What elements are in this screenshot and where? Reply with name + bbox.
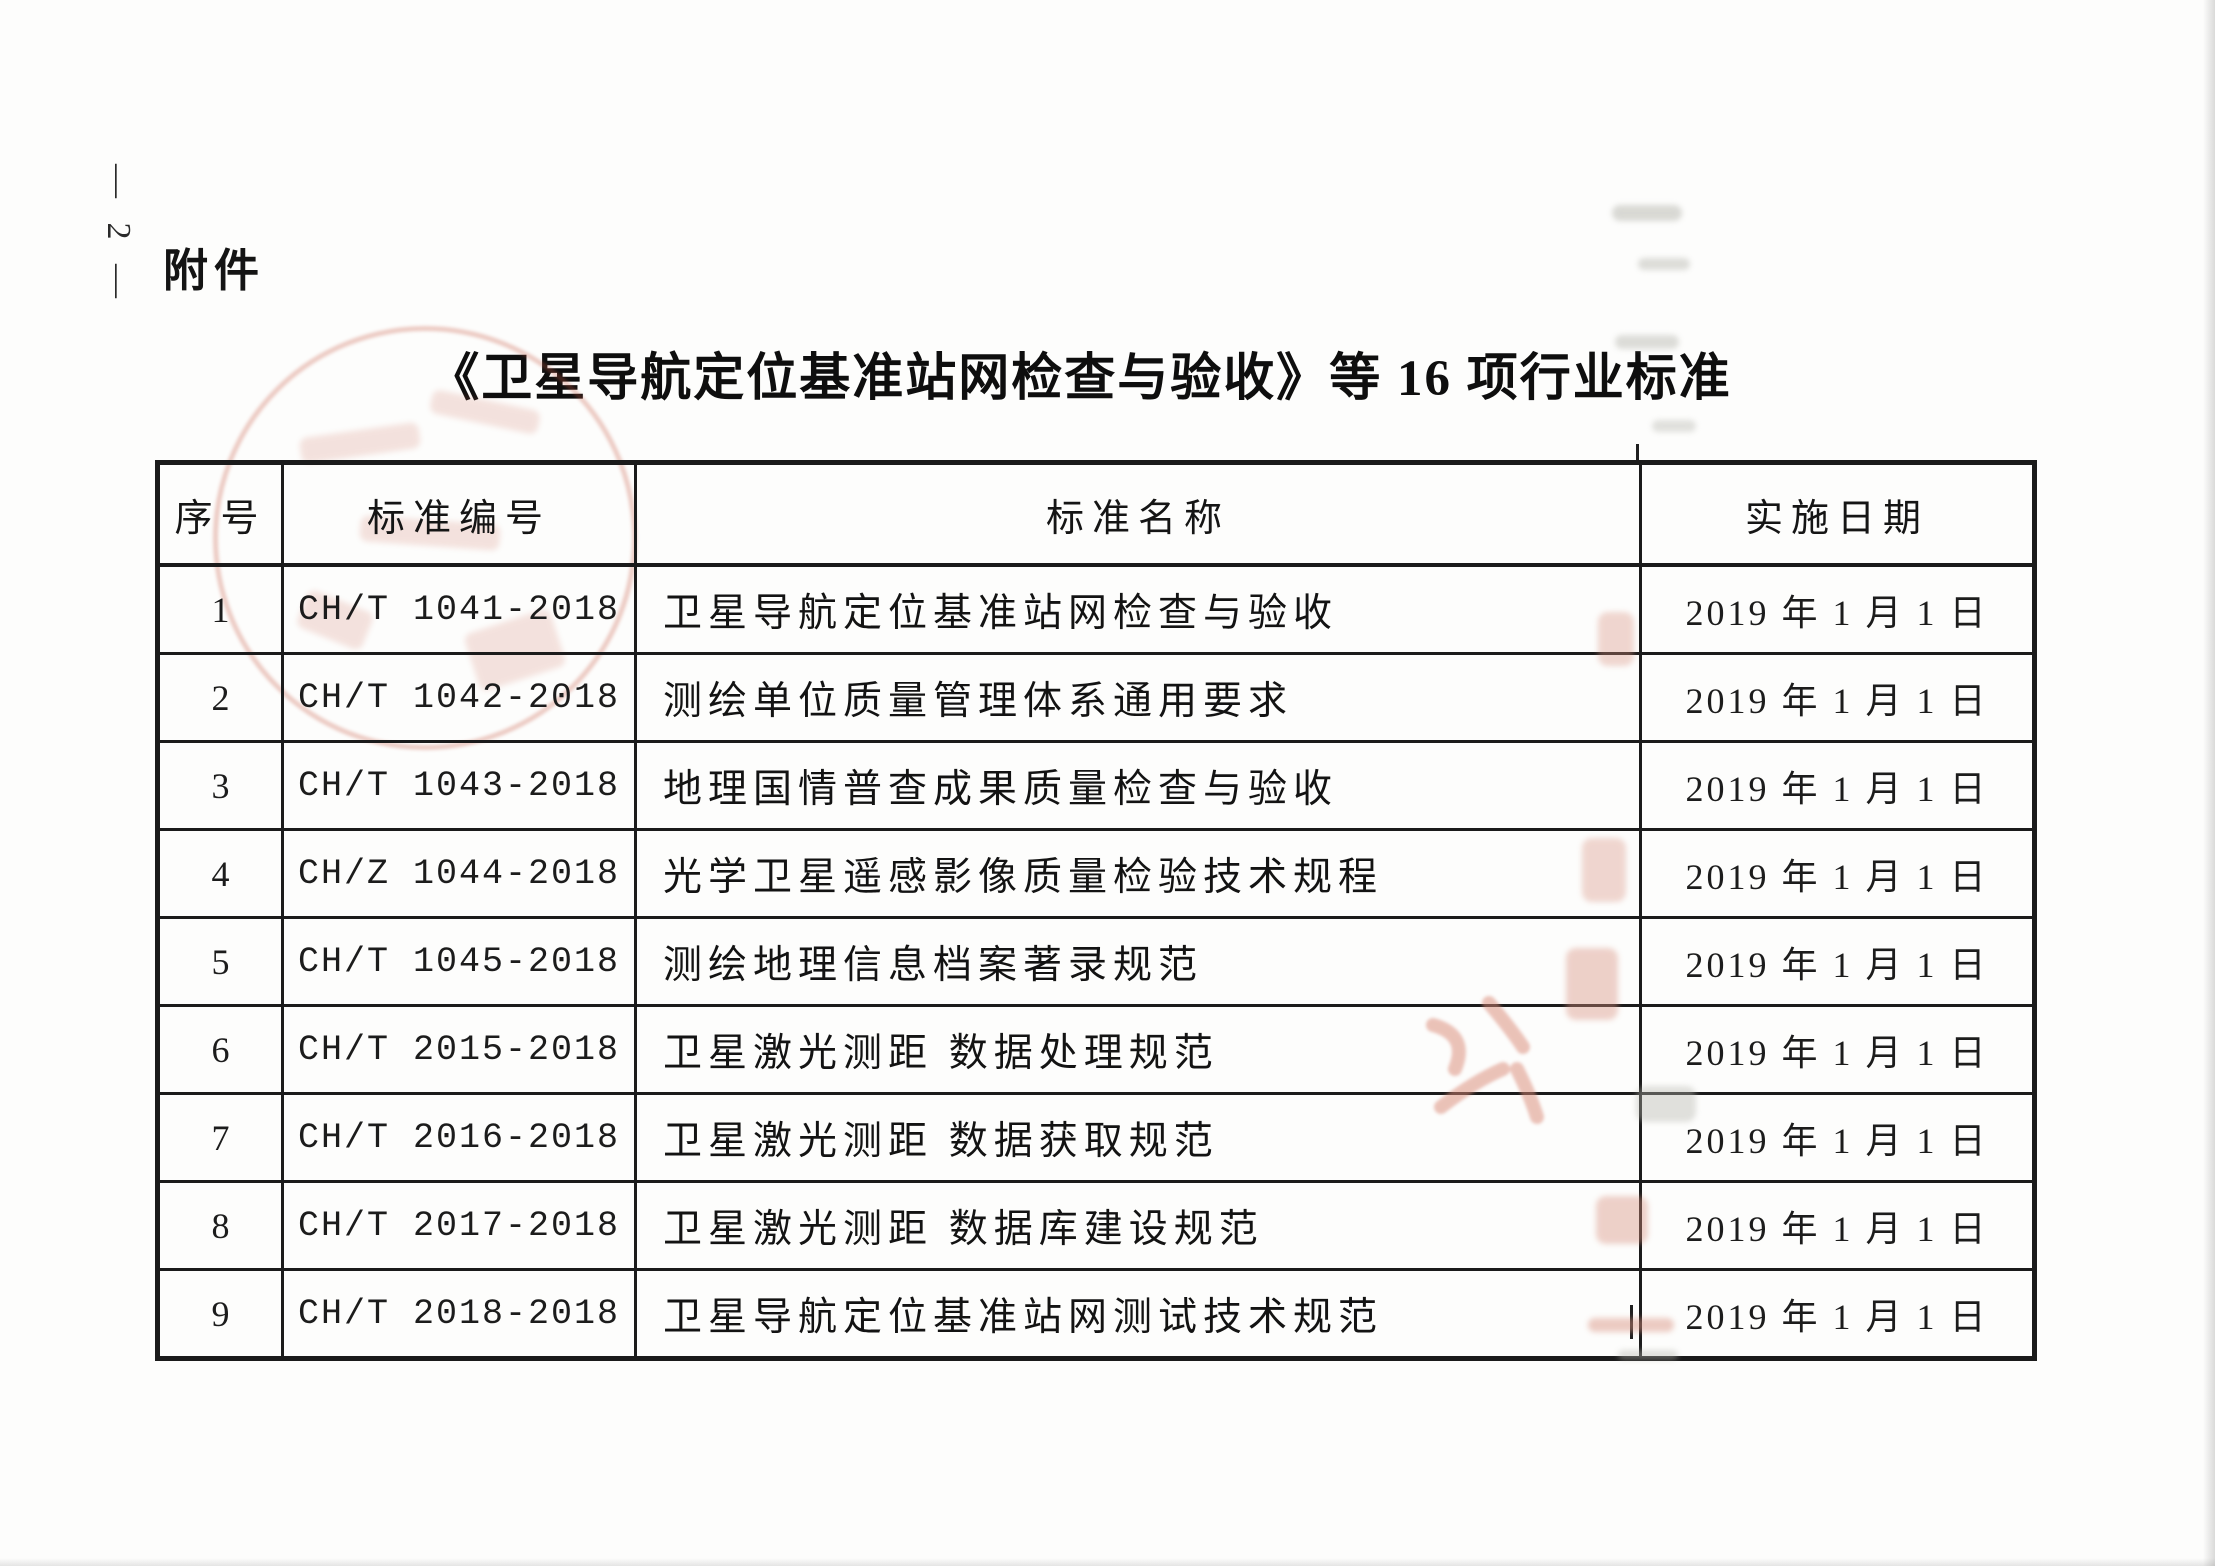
implementation-date-cell: 2019 年 1 月 1 日	[1639, 1268, 2037, 1361]
table-row: 6 CH/T 2015-2018 卫星激光测距 数据处理规范 2019 年 1 …	[155, 1004, 2037, 1095]
implementation-date-cell: 2019 年 1 月 1 日	[1639, 652, 2037, 743]
table-row: 4 CH/Z 1044-2018 光学卫星遥感影像质量检验技术规程 2019 年…	[155, 828, 2037, 919]
document-title: 《卫星导航定位基准站网检查与验收》等 16 项行业标准	[428, 351, 1732, 407]
implementation-date-cell: 2019 年 1 月 1 日	[1639, 1180, 2037, 1271]
ghost-mark	[1638, 258, 1690, 270]
standard-name-cell: 测绘单位质量管理体系通用要求	[634, 652, 1642, 743]
implementation-date-cell: 2019 年 1 月 1 日	[1639, 740, 2037, 831]
ghost-mark	[1596, 1196, 1648, 1244]
implementation-date-cell: 2019 年 1 月 1 日	[1639, 828, 2037, 919]
row-number-cell: 7	[155, 1092, 284, 1183]
ghost-mark	[1636, 1086, 1696, 1122]
implementation-date-cell: 2019 年 1 月 1 日	[1639, 1004, 2037, 1095]
standard-code-cell: CH/T 2016-2018	[281, 1092, 637, 1183]
red-ink-bleed-mark	[1426, 996, 1544, 1124]
header-standard-name: 标准名称	[634, 460, 1642, 567]
row-number-cell: 5	[155, 916, 284, 1007]
ghost-mark	[1652, 420, 1696, 432]
standard-code-cell: CH/Z 1044-2018	[281, 828, 637, 919]
table-row: 1 CH/T 1041-2018 卫星导航定位基准站网检查与验收 2019 年 …	[155, 563, 2037, 655]
attachment-label: 附件	[163, 246, 266, 296]
row-number-cell: 4	[155, 828, 284, 919]
implementation-date-cell: 2019 年 1 月 1 日	[1639, 563, 2037, 655]
ghost-mark	[1588, 1318, 1674, 1332]
standard-code-cell: CH/T 1041-2018	[281, 563, 637, 655]
table-row: 3 CH/T 1043-2018 地理国情普查成果质量检查与验收 2019 年 …	[155, 740, 2037, 831]
ghost-mark	[1566, 948, 1618, 1020]
ghost-mark	[1615, 335, 1679, 349]
standards-table: 序号 标准编号 标准名称 实施日期 1 CH/T 1041-2018 卫星导航定…	[155, 460, 2037, 1361]
standard-name-cell: 卫星导航定位基准站网检查与验收	[634, 563, 1642, 655]
standard-code-cell: CH/T 2017-2018	[281, 1180, 637, 1271]
implementation-date-cell: 2019 年 1 月 1 日	[1639, 1092, 2037, 1183]
header-serial-number: 序号	[155, 460, 284, 567]
standard-name-cell: 光学卫星遥感影像质量检验技术规程	[634, 828, 1642, 919]
standard-code-cell: CH/T 1043-2018	[281, 740, 637, 831]
rule-fragment	[1630, 1305, 1633, 1339]
table-row: 5 CH/T 1045-2018 测绘地理信息档案著录规范 2019 年 1 月…	[155, 916, 2037, 1007]
standard-name-cell: 测绘地理信息档案著录规范	[634, 916, 1642, 1007]
row-number-cell: 6	[155, 1004, 284, 1095]
standard-name-cell: 卫星激光测距 数据库建设规范	[634, 1180, 1642, 1271]
scan-edge-shadow	[2203, 0, 2215, 1566]
ghost-mark	[1582, 838, 1626, 902]
table-row: 7 CH/T 2016-2018 卫星激光测距 数据获取规范 2019 年 1 …	[155, 1092, 2037, 1183]
standard-name-cell: 地理国情普查成果质量检查与验收	[634, 740, 1642, 831]
standard-name-cell: 卫星激光测距 数据处理规范	[634, 1004, 1642, 1095]
standard-code-cell: CH/T 1042-2018	[281, 652, 637, 743]
page-number-text: — 2 —	[100, 164, 137, 306]
standard-name-cell: 卫星导航定位基准站网测试技术规范	[634, 1268, 1642, 1361]
row-number-cell: 2	[155, 652, 284, 743]
ghost-mark	[1612, 205, 1682, 221]
row-number-cell: 1	[155, 563, 284, 655]
row-number-cell: 9	[155, 1268, 284, 1361]
rule-fragment	[1636, 444, 1639, 460]
ghost-mark	[1598, 612, 1634, 666]
ghost-mark	[1618, 1350, 1678, 1360]
page-number: — 2 —	[58, 160, 178, 310]
table-row: 2 CH/T 1042-2018 测绘单位质量管理体系通用要求 2019 年 1…	[155, 652, 2037, 743]
standard-code-cell: CH/T 2018-2018	[281, 1268, 637, 1361]
row-number-cell: 8	[155, 1180, 284, 1271]
table-header-row: 序号 标准编号 标准名称 实施日期	[155, 460, 2037, 567]
header-standard-code: 标准编号	[281, 460, 637, 567]
standard-code-cell: CH/T 1045-2018	[281, 916, 637, 1007]
row-number-cell: 3	[155, 740, 284, 831]
implementation-date-cell: 2019 年 1 月 1 日	[1639, 916, 2037, 1007]
header-implementation-date: 实施日期	[1639, 460, 2037, 567]
table-row: 8 CH/T 2017-2018 卫星激光测距 数据库建设规范 2019 年 1…	[155, 1180, 2037, 1271]
scan-edge-shadow	[0, 1558, 2215, 1566]
table-row: 9 CH/T 2018-2018 卫星导航定位基准站网测试技术规范 2019 年…	[155, 1268, 2037, 1361]
standard-name-cell: 卫星激光测距 数据获取规范	[634, 1092, 1642, 1183]
standard-code-cell: CH/T 2015-2018	[281, 1004, 637, 1095]
